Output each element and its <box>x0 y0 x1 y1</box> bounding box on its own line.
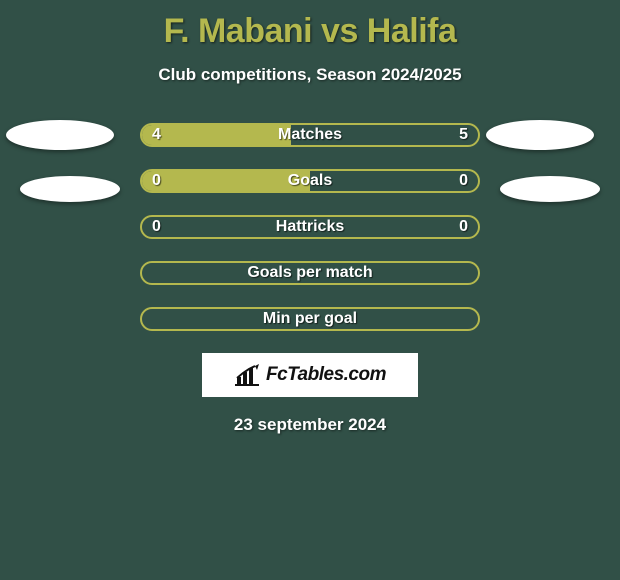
stat-bar: Min per goal <box>140 307 480 331</box>
decorative-ellipse <box>500 176 600 202</box>
stat-bar: Matches 4 5 <box>140 123 480 147</box>
logo-text: FcTables.com <box>266 364 386 386</box>
stat-label: Matches <box>278 126 342 144</box>
stat-value-left: 0 <box>152 172 161 190</box>
stat-bar: Goals 0 0 <box>140 169 480 193</box>
stat-value-left: 0 <box>152 218 161 236</box>
decorative-ellipse <box>486 120 594 150</box>
comparison-chart: Matches 4 5 Goals 0 0 Hattricks 0 0 Goals per mat… <box>0 123 620 331</box>
stat-value-left: 4 <box>152 126 161 144</box>
stat-bar: Hattricks 0 0 <box>140 215 480 239</box>
decorative-ellipse <box>6 120 114 150</box>
stat-row: Hattricks 0 0 <box>140 215 480 239</box>
stat-value-right: 5 <box>459 126 468 144</box>
bar-chart-icon <box>234 364 260 386</box>
stat-label: Goals <box>288 172 332 190</box>
date-text: 23 september 2024 <box>0 415 620 435</box>
stat-bar: Goals per match <box>140 261 480 285</box>
stat-row: Goals per match <box>140 261 480 285</box>
logo-box: FcTables.com <box>202 353 418 397</box>
stat-label: Min per goal <box>263 310 357 328</box>
stat-label: Hattricks <box>276 218 344 236</box>
subtitle: Club competitions, Season 2024/2025 <box>0 65 620 85</box>
stat-row: Matches 4 5 <box>140 123 480 147</box>
page-title: F. Mabani vs Halifa <box>0 0 620 51</box>
decorative-ellipse <box>20 176 120 202</box>
stat-label: Goals per match <box>247 264 372 282</box>
stat-bar-left-fill <box>142 125 291 145</box>
stat-value-right: 0 <box>459 218 468 236</box>
stat-value-right: 0 <box>459 172 468 190</box>
stat-row: Min per goal <box>140 307 480 331</box>
stat-bar-left-fill <box>142 171 310 191</box>
stat-row: Goals 0 0 <box>140 169 480 193</box>
